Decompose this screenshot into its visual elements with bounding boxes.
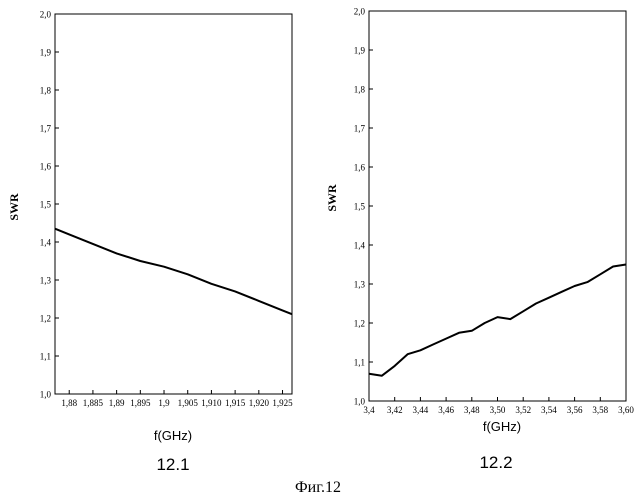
chart-12-2-y-tick-label: 1,5 (354, 202, 366, 212)
chart-12-2-y-axis-label: SWR (325, 184, 339, 212)
chart-12-1-x-tick-label: 1,905 (178, 398, 199, 408)
chart-12-2-x-tick-label: 3,46 (438, 405, 454, 415)
chart-12-2-y-tick-label: 1,6 (354, 163, 366, 173)
chart-12-1-panel-label: 12.1 (156, 455, 189, 474)
chart-12-2-y-tick-label: 2,0 (354, 7, 366, 17)
chart-12-1-x-tick-label: 1,910 (201, 398, 222, 408)
chart-12-2-y-tick-label: 1,0 (354, 397, 366, 407)
chart-12-2-y-tick-label: 1,7 (354, 124, 366, 134)
chart-12-1-y-tick-label: 1,2 (40, 314, 51, 324)
chart-12-1-plot-frame (54, 13, 293, 395)
chart-12-1-y-tick-label: 1,5 (40, 200, 52, 210)
chart-12-2-series-group (368, 263, 627, 377)
chart-12-1-x-tick-label: 1,9 (158, 398, 170, 408)
chart-12-2-x-tick-label: 3,48 (464, 405, 480, 415)
chart-12-2-x-tick-label: 3,52 (515, 405, 531, 415)
chart-12-1-y-tick-label: 1,6 (40, 162, 52, 172)
chart-12-2-x-tick-label: 3,60 (618, 405, 634, 415)
figure-caption: Фиг.12 (295, 479, 341, 496)
chart-12-2-series-line (368, 263, 627, 377)
chart-12-1-y-tick-label: 1,1 (40, 352, 51, 362)
chart-12-2-y-tick-label: 1,8 (354, 85, 366, 95)
chart-12-2-y-tick-label: 1,4 (354, 241, 366, 251)
chart-12-2-plot-frame (368, 10, 627, 402)
chart-12-2-x-tick-label: 3,54 (541, 405, 557, 415)
chart-12-1-x-tick-label: 1,89 (109, 398, 125, 408)
chart-12-1-series-line (54, 227, 293, 316)
chart-12-1-x-tick-label: 1,885 (83, 398, 104, 408)
chart-12-1: SWR f(GHz) 12.1 1,0 1,1 1,2 1,3 1,4 1,5 1,6 1,7… (7, 10, 293, 475)
chart-12-2-y-ticks: 1,0 1,1 1,2 1,3 1,4 1,5 1,6 1,7 1,8 1,9 2,0 (354, 7, 373, 407)
chart-12-1-x-axis-label: f(GHz) (154, 428, 192, 443)
chart-12-2-panel-label: 12.2 (479, 453, 512, 472)
chart-12-1-x-tick-label: 1,88 (61, 398, 77, 408)
chart-12-2-y-tick-label: 1,2 (354, 319, 365, 329)
chart-12-1-x-ticks: 1,88 1,885 1,89 1,895 1,9 1,905 1,910 1,915 1,92… (61, 390, 293, 408)
chart-12-1-x-tick-label: 1,925 (272, 398, 293, 408)
chart-12-2-y-tick-label: 1,1 (354, 358, 365, 368)
chart-12-1-y-tick-label: 1,3 (40, 276, 52, 286)
chart-12-1-y-tick-label: 1,8 (40, 86, 52, 96)
chart-12-2-x-tick-label: 3,50 (490, 405, 506, 415)
chart-12-1-y-tick-label: 2,0 (40, 10, 52, 20)
chart-12-2-x-tick-label: 3,58 (592, 405, 608, 415)
chart-12-2-y-tick-label: 1,9 (354, 46, 366, 56)
chart-12-1-series-group (54, 227, 293, 316)
chart-12-1-y-tick-label: 1,0 (40, 390, 52, 400)
chart-12-2-x-ticks: 3,4 3,42 3,44 3,46 3,48 3,50 3,52 3,54 3,56 3,58 3… (363, 397, 634, 415)
chart-12-1-y-ticks: 1,0 1,1 1,2 1,3 1,4 1,5 1,6 1,7 1,8 1,9 2,0 (40, 10, 59, 400)
chart-12-1-y-tick-label: 1,4 (40, 238, 52, 248)
chart-12-2-x-axis-label: f(GHz) (483, 419, 521, 434)
chart-12-1-y-tick-label: 1,9 (40, 48, 52, 58)
chart-12-1-y-tick-label: 1,7 (40, 124, 52, 134)
chart-12-2: SWR f(GHz) 12.2 1,0 1,1 1,2 1,3 1,4 1,5 1,6 1,7… (325, 7, 634, 473)
chart-12-1-x-tick-label: 1,915 (225, 398, 246, 408)
chart-12-2-x-tick-label: 3,56 (567, 405, 583, 415)
chart-12-2-y-tick-label: 1,3 (354, 280, 366, 290)
chart-12-2-x-tick-label: 3,44 (413, 405, 429, 415)
chart-12-1-y-axis-label: SWR (7, 193, 21, 221)
chart-12-1-x-tick-label: 1,920 (249, 398, 270, 408)
chart-12-2-x-tick-label: 3,4 (363, 405, 375, 415)
chart-12-2-x-tick-label: 3,42 (387, 405, 403, 415)
chart-12-1-x-tick-label: 1,895 (130, 398, 151, 408)
